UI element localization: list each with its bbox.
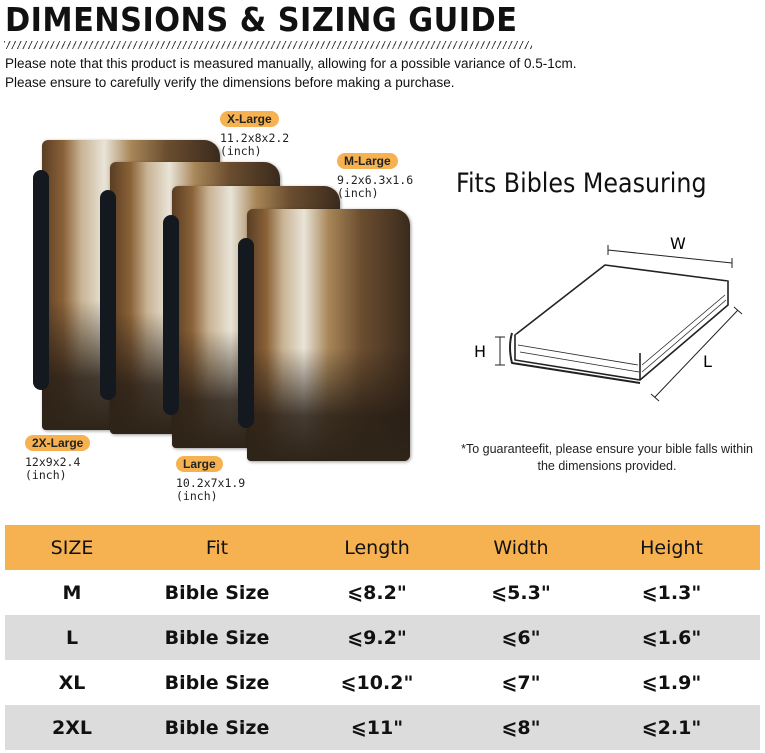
cell-length: ⩽8.2": [347, 581, 407, 604]
cell-fit: Bible Size: [139, 615, 295, 660]
fit-note: *To guaranteefit, please ensure your bib…: [461, 442, 753, 473]
size-pill: Large: [176, 456, 223, 472]
cell-height: ⩽2.1": [583, 705, 760, 750]
cell-height: ⩽1.6": [583, 615, 760, 660]
cell-length: ⩽11": [295, 705, 459, 750]
height-label: H: [474, 342, 486, 361]
cell-height: ⩽1.9": [641, 671, 702, 694]
cell-size: L: [5, 615, 139, 660]
cell-width: ⩽8": [459, 705, 583, 750]
cell-length: ⩽9.2": [295, 615, 459, 660]
size-table: SIZE Fit Length Width Height M Bible Size…: [5, 525, 760, 750]
page-title: DIMENSIONS & SIZING GUIDE: [5, 0, 518, 39]
cell-length: ⩽10.2": [340, 671, 414, 694]
size-label-l: Large 10.2x7x1.9 (inch): [176, 455, 245, 503]
cell-fit: Bible Size: [164, 671, 270, 694]
strap: [100, 190, 116, 400]
size-unit: (inch): [220, 144, 262, 158]
size-pill: 2X-Large: [25, 435, 91, 451]
size-dims: 9.2x6.3x1.6: [337, 173, 414, 187]
size-dims: 11.2x8x2.2: [220, 131, 290, 145]
size-unit: (inch): [25, 468, 67, 482]
size-label-m: M-Large 9.2x6.3x1.6 (inch): [337, 152, 413, 200]
header-fit: Fit: [139, 525, 295, 570]
table-row: XL Bible Size ⩽10.2" ⩽7" ⩽1.9": [5, 660, 760, 705]
size-pill: M-Large: [337, 153, 398, 169]
header-length: Length: [295, 525, 459, 570]
cell-size: M: [62, 581, 82, 604]
cell-width: ⩽6": [459, 615, 583, 660]
table-row: 2XL Bible Size ⩽11" ⩽8" ⩽2.1": [5, 705, 760, 750]
size-unit: (inch): [337, 186, 379, 200]
width-label: W: [670, 234, 686, 253]
table-row: L Bible Size ⩽9.2" ⩽6" ⩽1.6": [5, 615, 760, 660]
size-label-xl: X-Large 11.2x8x2.2 (inch): [220, 110, 289, 158]
size-dims: 12x9x2.4: [25, 455, 81, 469]
cell-width: ⩽5.3": [491, 581, 551, 604]
header-height: Height: [583, 525, 760, 570]
size-dims: 10.2x7x1.9: [176, 476, 246, 490]
header-size: SIZE: [5, 525, 139, 570]
strap: [163, 215, 179, 415]
size-label-2xl: 2X-Large 12x9x2.4 (inch): [25, 434, 91, 482]
cell-size: XL: [58, 671, 86, 694]
cell-fit: Bible Size: [164, 581, 270, 604]
cell-size: 2XL: [5, 705, 139, 750]
length-label: L: [703, 352, 712, 371]
product-image-m: [247, 209, 410, 461]
strap: [33, 170, 49, 390]
cell-height: ⩽1.3": [641, 581, 702, 604]
table-header-row: SIZE Fit Length Width Height: [5, 525, 760, 570]
table-row: M Bible Size ⩽8.2" ⩽5.3" ⩽1.3": [5, 570, 760, 615]
header-width: Width: [459, 525, 583, 570]
strap: [238, 238, 254, 428]
book-diagram: W H L: [474, 234, 743, 402]
size-pill: X-Large: [220, 111, 279, 127]
size-unit: (inch): [176, 489, 218, 503]
diagram-heading: Fits Bibles Measuring: [456, 168, 707, 199]
note-line-1: Please note that this product is measure…: [5, 56, 577, 71]
hatch-divider: [4, 41, 532, 49]
cell-width: ⩽7": [501, 671, 541, 694]
note-line-2: Please ensure to carefully verify the di…: [5, 75, 455, 90]
cell-fit: Bible Size: [139, 705, 295, 750]
